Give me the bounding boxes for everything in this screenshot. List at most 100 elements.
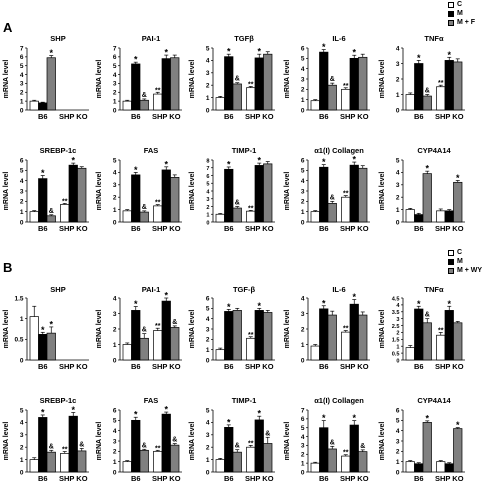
y-axis-label: mRNA level (3, 172, 10, 211)
y-tick-label: 3 (396, 438, 400, 445)
x-tick-label: B6 (38, 224, 48, 233)
y-tick-label: 4 (396, 45, 400, 52)
bar (414, 463, 424, 473)
y-tick-label: 7 (206, 166, 209, 172)
y-tick-label: 1 (20, 316, 24, 323)
bar (310, 100, 320, 111)
significance-mark: ** (343, 326, 349, 333)
bar (246, 87, 256, 111)
legend-swatch (448, 249, 454, 256)
significance-mark: & (172, 319, 177, 326)
bar (319, 427, 329, 473)
x-tick-label: SHP KO (340, 224, 369, 233)
x-tick-label: SHP KO (59, 362, 88, 371)
legend-swatch (448, 19, 454, 26)
significance-mark: & (142, 442, 147, 449)
significance-mark: * (227, 47, 231, 57)
x-tick-label: SHP KO (245, 112, 274, 121)
y-tick-label: 3 (206, 432, 210, 439)
y-tick-label: 5 (206, 182, 209, 188)
significance-mark: * (49, 319, 53, 329)
y-tick-label: 7 (20, 45, 24, 52)
y-tick-label: 1 (113, 342, 117, 349)
chart-title: CYP4A14 (417, 146, 451, 155)
y-tick-label: 8 (206, 158, 209, 164)
y-tick-label: 1 (113, 98, 117, 105)
x-tick-label: SHP KO (340, 112, 369, 121)
y-axis-label: mRNA level (379, 172, 386, 211)
bar (161, 413, 171, 473)
bar (349, 424, 359, 473)
significance-mark: * (257, 301, 261, 311)
bar (341, 331, 351, 361)
bar (153, 330, 163, 361)
y-tick-label: 7 (113, 45, 117, 52)
y-axis-label: mRNA level (3, 310, 10, 349)
chart-title: TGF-β (233, 285, 255, 294)
y-tick-label: 2 (113, 449, 117, 456)
y-tick-label: 4 (113, 170, 117, 177)
bar (153, 93, 163, 111)
y-tick-label: 2 (206, 445, 210, 452)
bar (122, 344, 132, 361)
chart-title: IL-6 (332, 285, 345, 294)
significance-mark: & (235, 76, 240, 83)
y-tick-label: 6 (113, 54, 117, 61)
bar (422, 422, 432, 473)
y-tick-label: 3 (301, 311, 305, 318)
y-tick-label: 1 (206, 95, 210, 102)
y-tick-label: 5 (206, 45, 210, 52)
bar (131, 174, 141, 223)
x-tick-label: SHP KO (59, 474, 88, 483)
y-tick-label: 0 (396, 219, 400, 226)
bar (77, 450, 87, 473)
legend-label: C (457, 1, 463, 8)
y-axis-label: mRNA level (189, 310, 196, 349)
y-tick-label: 0 (113, 357, 117, 364)
bar (161, 300, 171, 361)
y-tick-label: 4 (301, 66, 305, 73)
bar (68, 164, 78, 223)
significance-mark: * (41, 168, 45, 178)
bar (46, 332, 56, 361)
x-tick-label: B6 (414, 112, 424, 121)
x-tick-label: SHP KO (340, 474, 369, 483)
significance-mark: ** (343, 83, 349, 90)
bar (254, 57, 264, 111)
bar (327, 448, 337, 473)
significance-mark: & (330, 439, 335, 446)
y-axis-label: mRNA level (284, 422, 291, 461)
significance-mark: & (235, 200, 240, 207)
significance-mark: * (227, 302, 231, 312)
bar (422, 95, 432, 111)
significance-mark: * (322, 298, 326, 308)
significance-mark: * (257, 156, 261, 166)
bar (327, 314, 337, 361)
significance-mark: ** (248, 81, 254, 88)
y-tick-label: 1 (20, 457, 24, 464)
significance-mark: * (447, 50, 451, 60)
y-tick-label: 5 (396, 418, 400, 425)
bar (232, 451, 242, 473)
y-tick-label: 3 (301, 188, 305, 195)
x-tick-label: SHP KO (245, 474, 274, 483)
significance-mark: & (142, 204, 147, 211)
significance-mark: * (164, 159, 168, 169)
chart-title: SHP (50, 285, 65, 294)
significance-mark: * (227, 159, 231, 169)
bar (453, 61, 463, 111)
significance-mark: * (164, 405, 168, 415)
bar (341, 88, 351, 111)
bar (254, 165, 264, 223)
legend-label: M + F (457, 19, 476, 26)
significance-mark: & (330, 76, 335, 83)
y-tick-label: 1 (396, 207, 400, 214)
bar (405, 461, 415, 473)
bar (29, 459, 39, 473)
x-tick-label: B6 (224, 474, 234, 483)
bar (405, 347, 415, 361)
x-tick-label: B6 (414, 474, 424, 483)
significance-mark: ** (155, 323, 161, 330)
x-tick-label: B6 (319, 362, 329, 371)
bar (215, 349, 225, 361)
